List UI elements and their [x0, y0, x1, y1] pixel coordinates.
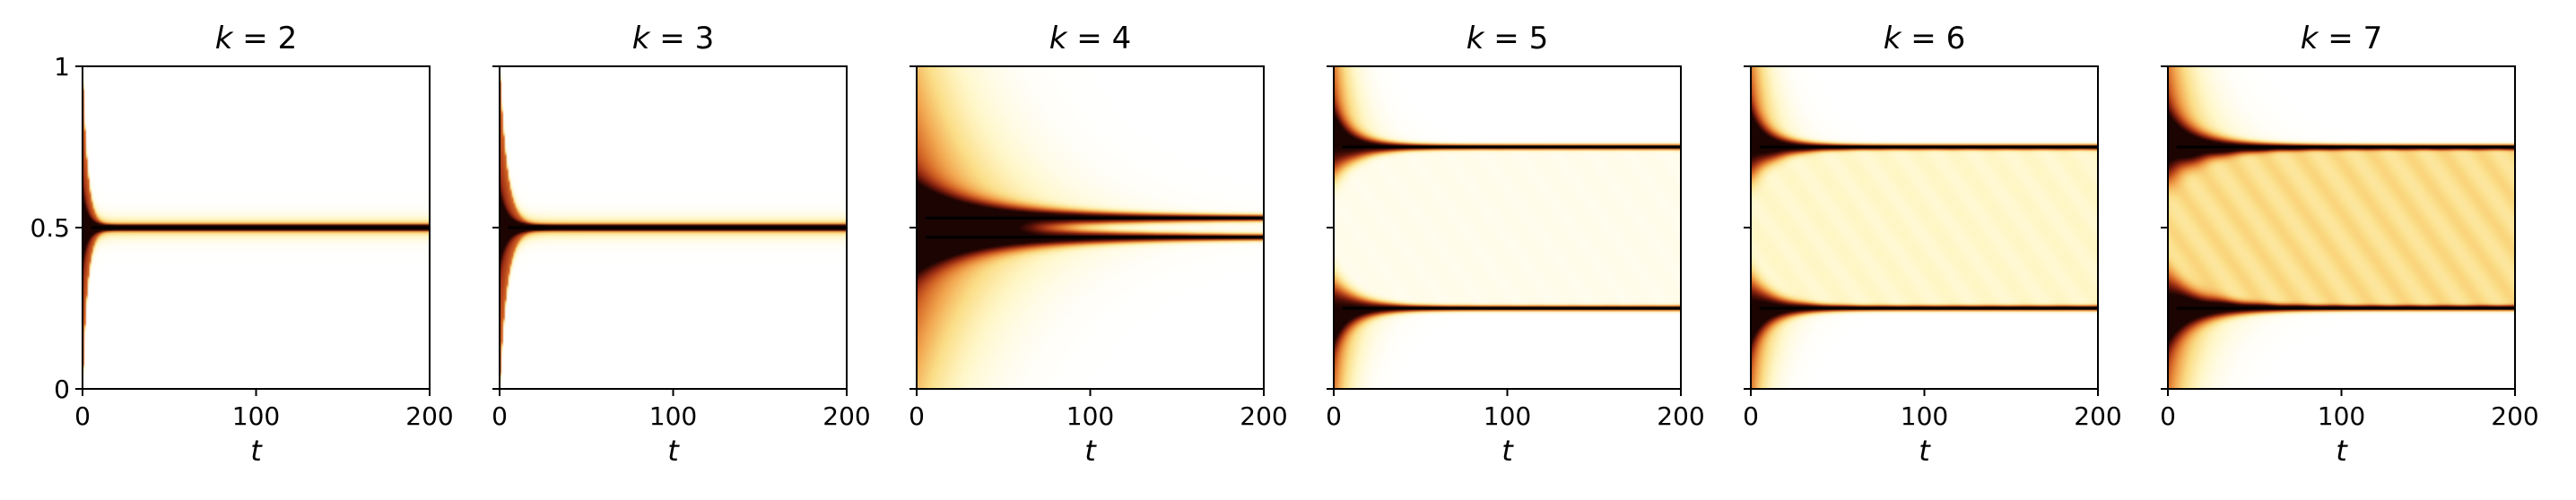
panel-k4: k = 4 0 100 200 t: [909, 21, 1288, 468]
x-axis-label: t: [667, 434, 680, 468]
panel-k2: k = 2 0 100 200 0 0.5 1 t: [30, 21, 453, 468]
title-value: = 4: [1066, 21, 1131, 56]
title-variable: k: [632, 21, 651, 56]
x-tick-label: 200: [2074, 401, 2121, 431]
x-tick-label: 100: [1901, 401, 1948, 431]
x-tick-label: 200: [405, 401, 453, 431]
x-tick-label: 100: [1484, 401, 1531, 431]
x-axis-label: t: [250, 434, 263, 468]
panel-k6: k = 6 0 100 200 t: [1743, 21, 2122, 468]
x-tick-label: 0: [909, 401, 925, 431]
x-tick-label: 200: [822, 401, 870, 431]
y-tick-label: 0: [54, 375, 70, 404]
y-tick-label: 0.5: [30, 213, 70, 243]
x-axis-label: t: [2336, 434, 2348, 468]
panel-k5: k = 5 0 100 200 t: [1326, 21, 1705, 468]
title-value: = 2: [232, 21, 297, 56]
panel-k7: k = 7 0 100 200 t: [2160, 21, 2539, 468]
x-tick-label: 100: [1066, 401, 1114, 431]
title-value: = 6: [1901, 21, 1965, 56]
x-tick-label: 100: [232, 401, 280, 431]
x-tick-label: 200: [1657, 401, 1704, 431]
title-variable: k: [2301, 21, 2319, 56]
chart-title: k = 7: [2301, 21, 2382, 56]
x-tick-label: 0: [1743, 401, 1759, 431]
x-axis-label: t: [1084, 434, 1097, 468]
heatmap-k7: [2168, 66, 2515, 389]
title-value: = 5: [1484, 21, 1548, 56]
title-variable: k: [215, 21, 234, 56]
chart-title: k = 2: [215, 21, 297, 56]
title-variable: k: [1049, 21, 1068, 56]
x-tick-label: 0: [2160, 401, 2176, 431]
x-tick-label: 0: [74, 401, 91, 431]
x-tick-label: 200: [1240, 401, 1287, 431]
chart-title: k = 5: [1466, 21, 1548, 56]
title-variable: k: [1466, 21, 1485, 56]
x-tick-label: 0: [1326, 401, 1342, 431]
x-axis-label: t: [1919, 434, 1931, 468]
x-tick-label: 200: [2491, 401, 2538, 431]
panel-k3: k = 3 0 100 200 t: [492, 21, 871, 468]
x-tick-label: 100: [2318, 401, 2365, 431]
chart-title: k = 3: [632, 21, 714, 56]
title-variable: k: [1884, 21, 1902, 56]
heatmap-k4: [917, 66, 1264, 389]
x-tick-label: 100: [649, 401, 697, 431]
x-tick-label: 0: [492, 401, 508, 431]
heatmap-k5: [1334, 66, 1681, 389]
y-tick-label: 1: [54, 52, 70, 82]
chart-title: k = 6: [1884, 21, 1965, 56]
x-axis-label: t: [1501, 434, 1514, 468]
chart-title: k = 4: [1049, 21, 1131, 56]
heatmap-k6: [1751, 66, 2098, 389]
title-value: = 3: [649, 21, 714, 56]
title-value: = 7: [2318, 21, 2382, 56]
